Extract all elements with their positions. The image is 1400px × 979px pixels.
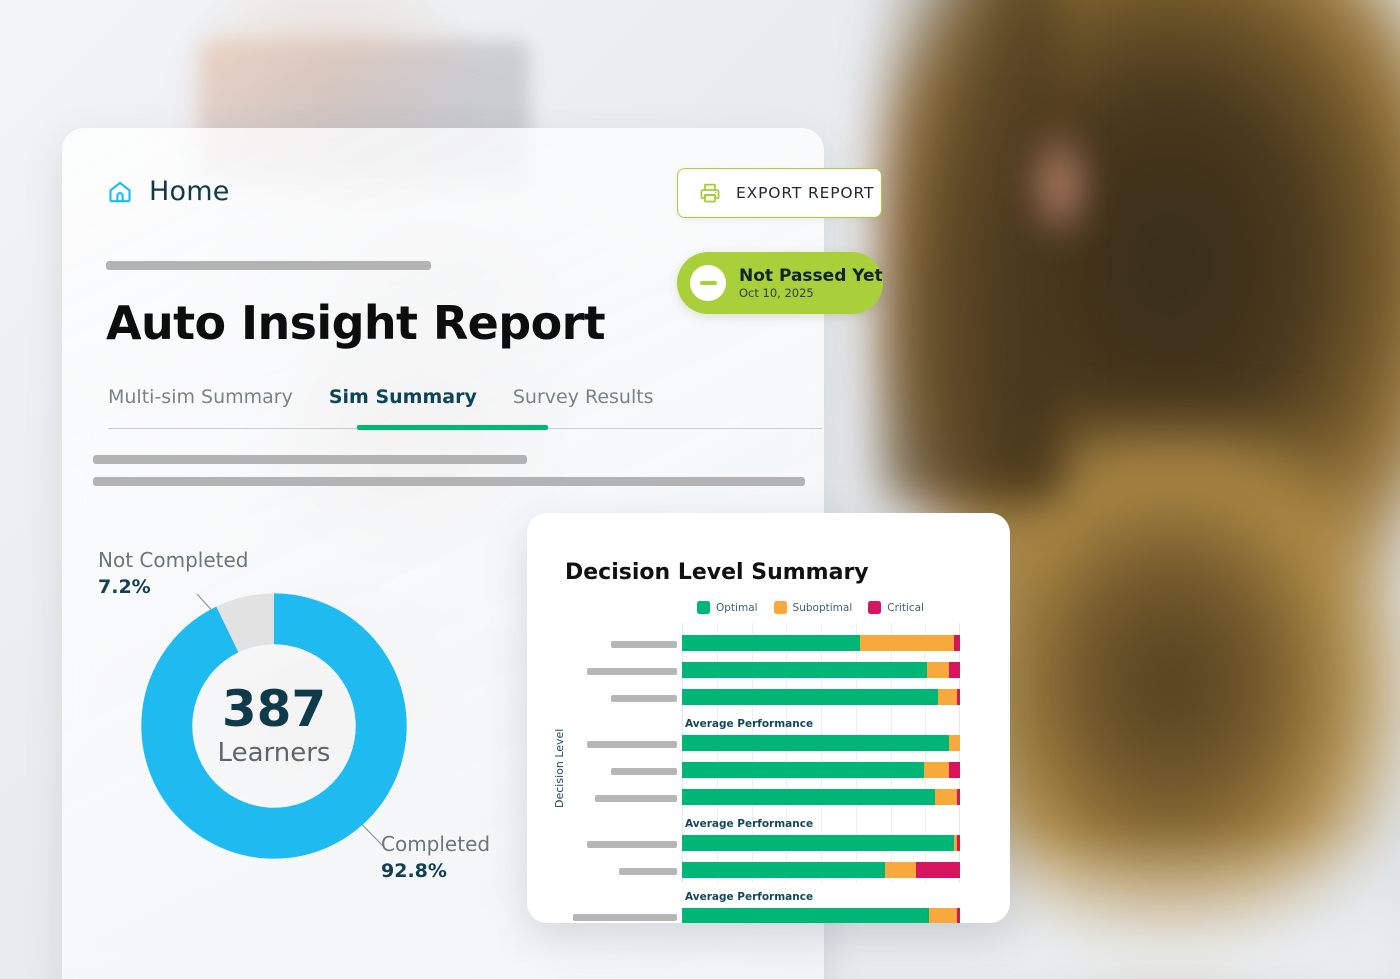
bar-segment-suboptimal — [934, 789, 958, 805]
bar-segment-optimal — [682, 862, 885, 878]
completed-value: 92.8% — [381, 860, 447, 882]
skeleton-bar-top — [106, 261, 431, 270]
chart-legend: Optimal Suboptimal Critical — [697, 601, 924, 614]
y-label-redacted — [611, 695, 677, 702]
bar-segment-suboptimal — [859, 635, 955, 651]
legend-item-critical: Critical — [868, 601, 924, 614]
average-performance-label: Average Performance — [685, 818, 814, 830]
bar-segment-optimal — [682, 735, 949, 751]
y-label-redacted — [573, 914, 677, 921]
export-report-button[interactable]: EXPORT REPORT — [677, 168, 882, 218]
tab-bar: Multi-sim Summary Sim Summary Survey Res… — [108, 376, 822, 430]
top-bar: Home EXPORT REPORT — [62, 128, 882, 250]
table-row[interactable] — [682, 862, 960, 878]
y-label-redacted — [595, 795, 677, 802]
bar-segment-critical — [957, 789, 960, 805]
table-row[interactable] — [682, 735, 960, 751]
table-row[interactable] — [682, 635, 960, 651]
y-label-redacted — [619, 868, 677, 875]
decision-level-summary-card: Decision Level Summary Optimal Suboptima… — [527, 513, 1010, 923]
bar-segment-suboptimal — [926, 662, 949, 678]
table-row[interactable] — [682, 835, 960, 851]
average-performance-label: Average Performance — [685, 891, 814, 903]
page-title: Auto Insight Report — [106, 296, 606, 350]
status-badge[interactable]: Not Passed Yet Oct 10, 2025 — [677, 252, 883, 314]
bar-segment-critical — [957, 689, 960, 705]
donut-label-not-completed: Not Completed 7.2% — [98, 548, 248, 598]
tab-sim-summary[interactable]: Sim Summary — [328, 386, 477, 408]
donut-svg — [141, 593, 407, 859]
bar-segment-suboptimal — [937, 689, 958, 705]
legend-swatch-critical — [868, 601, 882, 614]
completed-label: Completed — [381, 832, 491, 856]
y-label-redacted — [611, 641, 677, 648]
bar-segment-critical — [957, 908, 960, 923]
legend-swatch-suboptimal — [773, 601, 787, 614]
bar-segment-critical — [954, 635, 960, 651]
bar-segment-suboptimal — [884, 862, 916, 878]
decision-card-title: Decision Level Summary — [565, 560, 869, 585]
legend-swatch-optimal — [697, 601, 710, 614]
printer-icon — [698, 181, 722, 205]
breadcrumb-home[interactable]: Home — [107, 176, 230, 207]
legend-label-optimal: Optimal — [716, 601, 758, 614]
y-axis-redacted-labels — [535, 623, 677, 921]
legend-label-critical: Critical — [887, 601, 924, 614]
skeleton-bar-body-1 — [93, 455, 527, 464]
bar-segment-optimal — [682, 908, 930, 923]
bar-segment-suboptimal — [923, 762, 949, 778]
y-label-redacted — [611, 768, 677, 775]
plot-gridlines — [682, 623, 960, 883]
status-date: Oct 10, 2025 — [739, 285, 814, 300]
not-completed-value: 7.2% — [98, 576, 151, 598]
bar-segment-suboptimal — [954, 835, 958, 851]
bar-segment-suboptimal — [929, 908, 958, 923]
learners-caption: Learners — [217, 738, 331, 768]
donut-label-completed: Completed 92.8% — [381, 832, 490, 882]
learners-donut-chart: 387 Learners — [140, 592, 408, 860]
learners-count: 387 — [221, 680, 327, 738]
bar-segment-optimal — [682, 835, 955, 851]
y-label-redacted — [587, 841, 677, 848]
tab-multi-sim-summary[interactable]: Multi-sim Summary — [108, 386, 293, 408]
bar-segment-optimal — [682, 635, 860, 651]
bar-segment-suboptimal — [948, 735, 960, 751]
status-title: Not Passed Yet — [739, 265, 883, 286]
bar-segment-optimal — [682, 762, 924, 778]
y-label-redacted — [587, 668, 677, 675]
stacked-bar-plot: Average Performance Average Performance — [682, 623, 960, 923]
tab-survey-results[interactable]: Survey Results — [512, 386, 654, 408]
average-performance-label: Average Performance — [685, 718, 814, 730]
bar-segment-optimal — [682, 689, 938, 705]
table-row[interactable] — [682, 762, 960, 778]
table-row[interactable] — [682, 908, 960, 923]
skeleton-bar-body-2 — [93, 477, 805, 486]
donut-segment-completed — [141, 593, 407, 859]
minus-circle-icon — [690, 265, 726, 301]
plot-frame — [682, 623, 960, 883]
home-icon — [107, 179, 133, 205]
table-row[interactable] — [682, 662, 960, 678]
y-label-redacted — [587, 741, 677, 748]
bar-segment-critical — [948, 662, 960, 678]
bar-segment-critical — [948, 762, 960, 778]
bar-segment-optimal — [682, 662, 927, 678]
donut-center-text: 387 Learners — [140, 592, 408, 860]
tab-active-indicator — [357, 425, 548, 430]
home-label: Home — [149, 176, 230, 207]
table-row[interactable] — [682, 789, 960, 805]
legend-label-suboptimal: Suboptimal — [792, 601, 853, 614]
legend-item-optimal: Optimal — [697, 601, 758, 614]
export-report-label: EXPORT REPORT — [736, 184, 875, 202]
bar-segment-optimal — [682, 789, 935, 805]
bar-segment-critical — [915, 862, 960, 878]
not-completed-label: Not Completed — [98, 548, 249, 572]
table-row[interactable] — [682, 689, 960, 705]
bar-segment-critical — [957, 835, 960, 851]
legend-item-suboptimal: Suboptimal — [773, 601, 853, 614]
